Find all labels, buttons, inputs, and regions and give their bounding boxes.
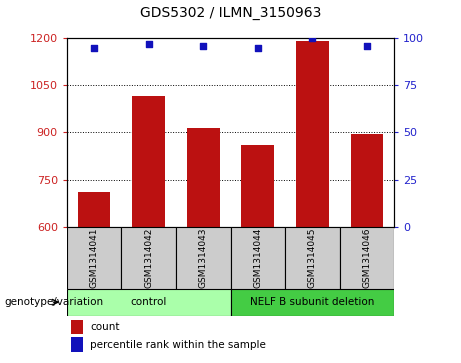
Text: GDS5302 / ILMN_3150963: GDS5302 / ILMN_3150963: [140, 6, 321, 20]
Bar: [71, 337, 83, 352]
Bar: [176, 227, 230, 289]
Bar: [350, 134, 383, 227]
Bar: [340, 227, 394, 289]
Bar: [71, 320, 83, 334]
Text: GSM1314041: GSM1314041: [89, 228, 99, 288]
Text: GSM1314045: GSM1314045: [308, 228, 317, 288]
Bar: [67, 227, 121, 289]
Bar: [121, 227, 176, 289]
Bar: [132, 96, 165, 227]
Bar: [230, 227, 285, 289]
Text: NELF B subunit deletion: NELF B subunit deletion: [250, 297, 374, 307]
Point: [200, 43, 207, 49]
Text: GSM1314046: GSM1314046: [362, 228, 372, 288]
Text: count: count: [90, 322, 119, 332]
Bar: [67, 289, 230, 316]
Bar: [230, 289, 394, 316]
Point: [145, 41, 152, 47]
Text: control: control: [130, 297, 167, 307]
Bar: [187, 128, 219, 227]
Bar: [242, 145, 274, 227]
Bar: [285, 227, 340, 289]
Text: percentile rank within the sample: percentile rank within the sample: [90, 339, 266, 350]
Text: GSM1314044: GSM1314044: [253, 228, 262, 288]
Point: [254, 45, 261, 50]
Text: genotype/variation: genotype/variation: [5, 297, 104, 307]
Point: [90, 45, 98, 50]
Point: [308, 35, 316, 41]
Bar: [296, 41, 329, 227]
Text: GSM1314043: GSM1314043: [199, 228, 208, 288]
Bar: [78, 192, 111, 227]
Text: GSM1314042: GSM1314042: [144, 228, 153, 288]
Point: [363, 43, 371, 49]
